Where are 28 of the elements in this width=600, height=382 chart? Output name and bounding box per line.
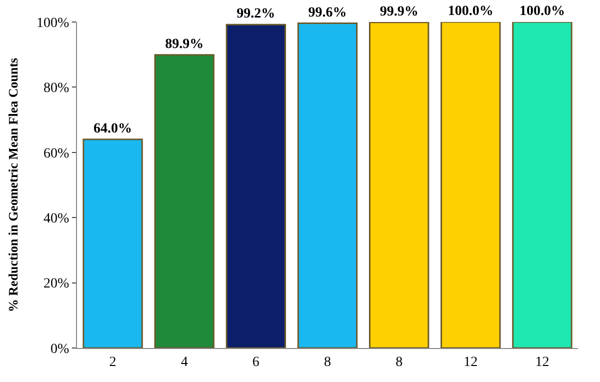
- data-label: 99.2%: [236, 6, 276, 22]
- y-tick-label: 0%: [50, 342, 70, 357]
- y-axis-title: % Reduction in Geometric Mean Flea Counts: [5, 58, 20, 312]
- y-tick-label: 40%: [44, 212, 70, 226]
- x-tick-label: 8: [396, 354, 403, 370]
- data-label: 64.0%: [94, 121, 132, 136]
- data-label: 99.6%: [308, 5, 347, 20]
- y-tick-label: 20%: [44, 276, 70, 292]
- bar: [154, 54, 214, 348]
- y-tick-label: 60%: [44, 146, 70, 162]
- bar: [297, 22, 358, 348]
- bar: [226, 24, 286, 348]
- bar: [368, 22, 430, 348]
- x-tick-label: 4: [180, 354, 188, 370]
- y-tick-label: 100%: [36, 16, 70, 31]
- data-label: 89.9%: [165, 36, 204, 52]
- x-tick-label: 8: [324, 354, 331, 370]
- data-label: 100.0%: [519, 4, 565, 19]
- bar: [512, 22, 572, 348]
- x-tick-label: 2: [109, 354, 116, 370]
- bar: [82, 138, 143, 348]
- data-label: 99.9%: [380, 4, 418, 20]
- data-label: 100.0%: [448, 4, 494, 19]
- bar: [440, 22, 501, 348]
- x-tick-label: 12: [464, 354, 478, 370]
- x-tick-label: 6: [252, 354, 260, 370]
- x-tick-label: 12: [535, 354, 550, 370]
- y-tick-label: 80%: [44, 81, 70, 96]
